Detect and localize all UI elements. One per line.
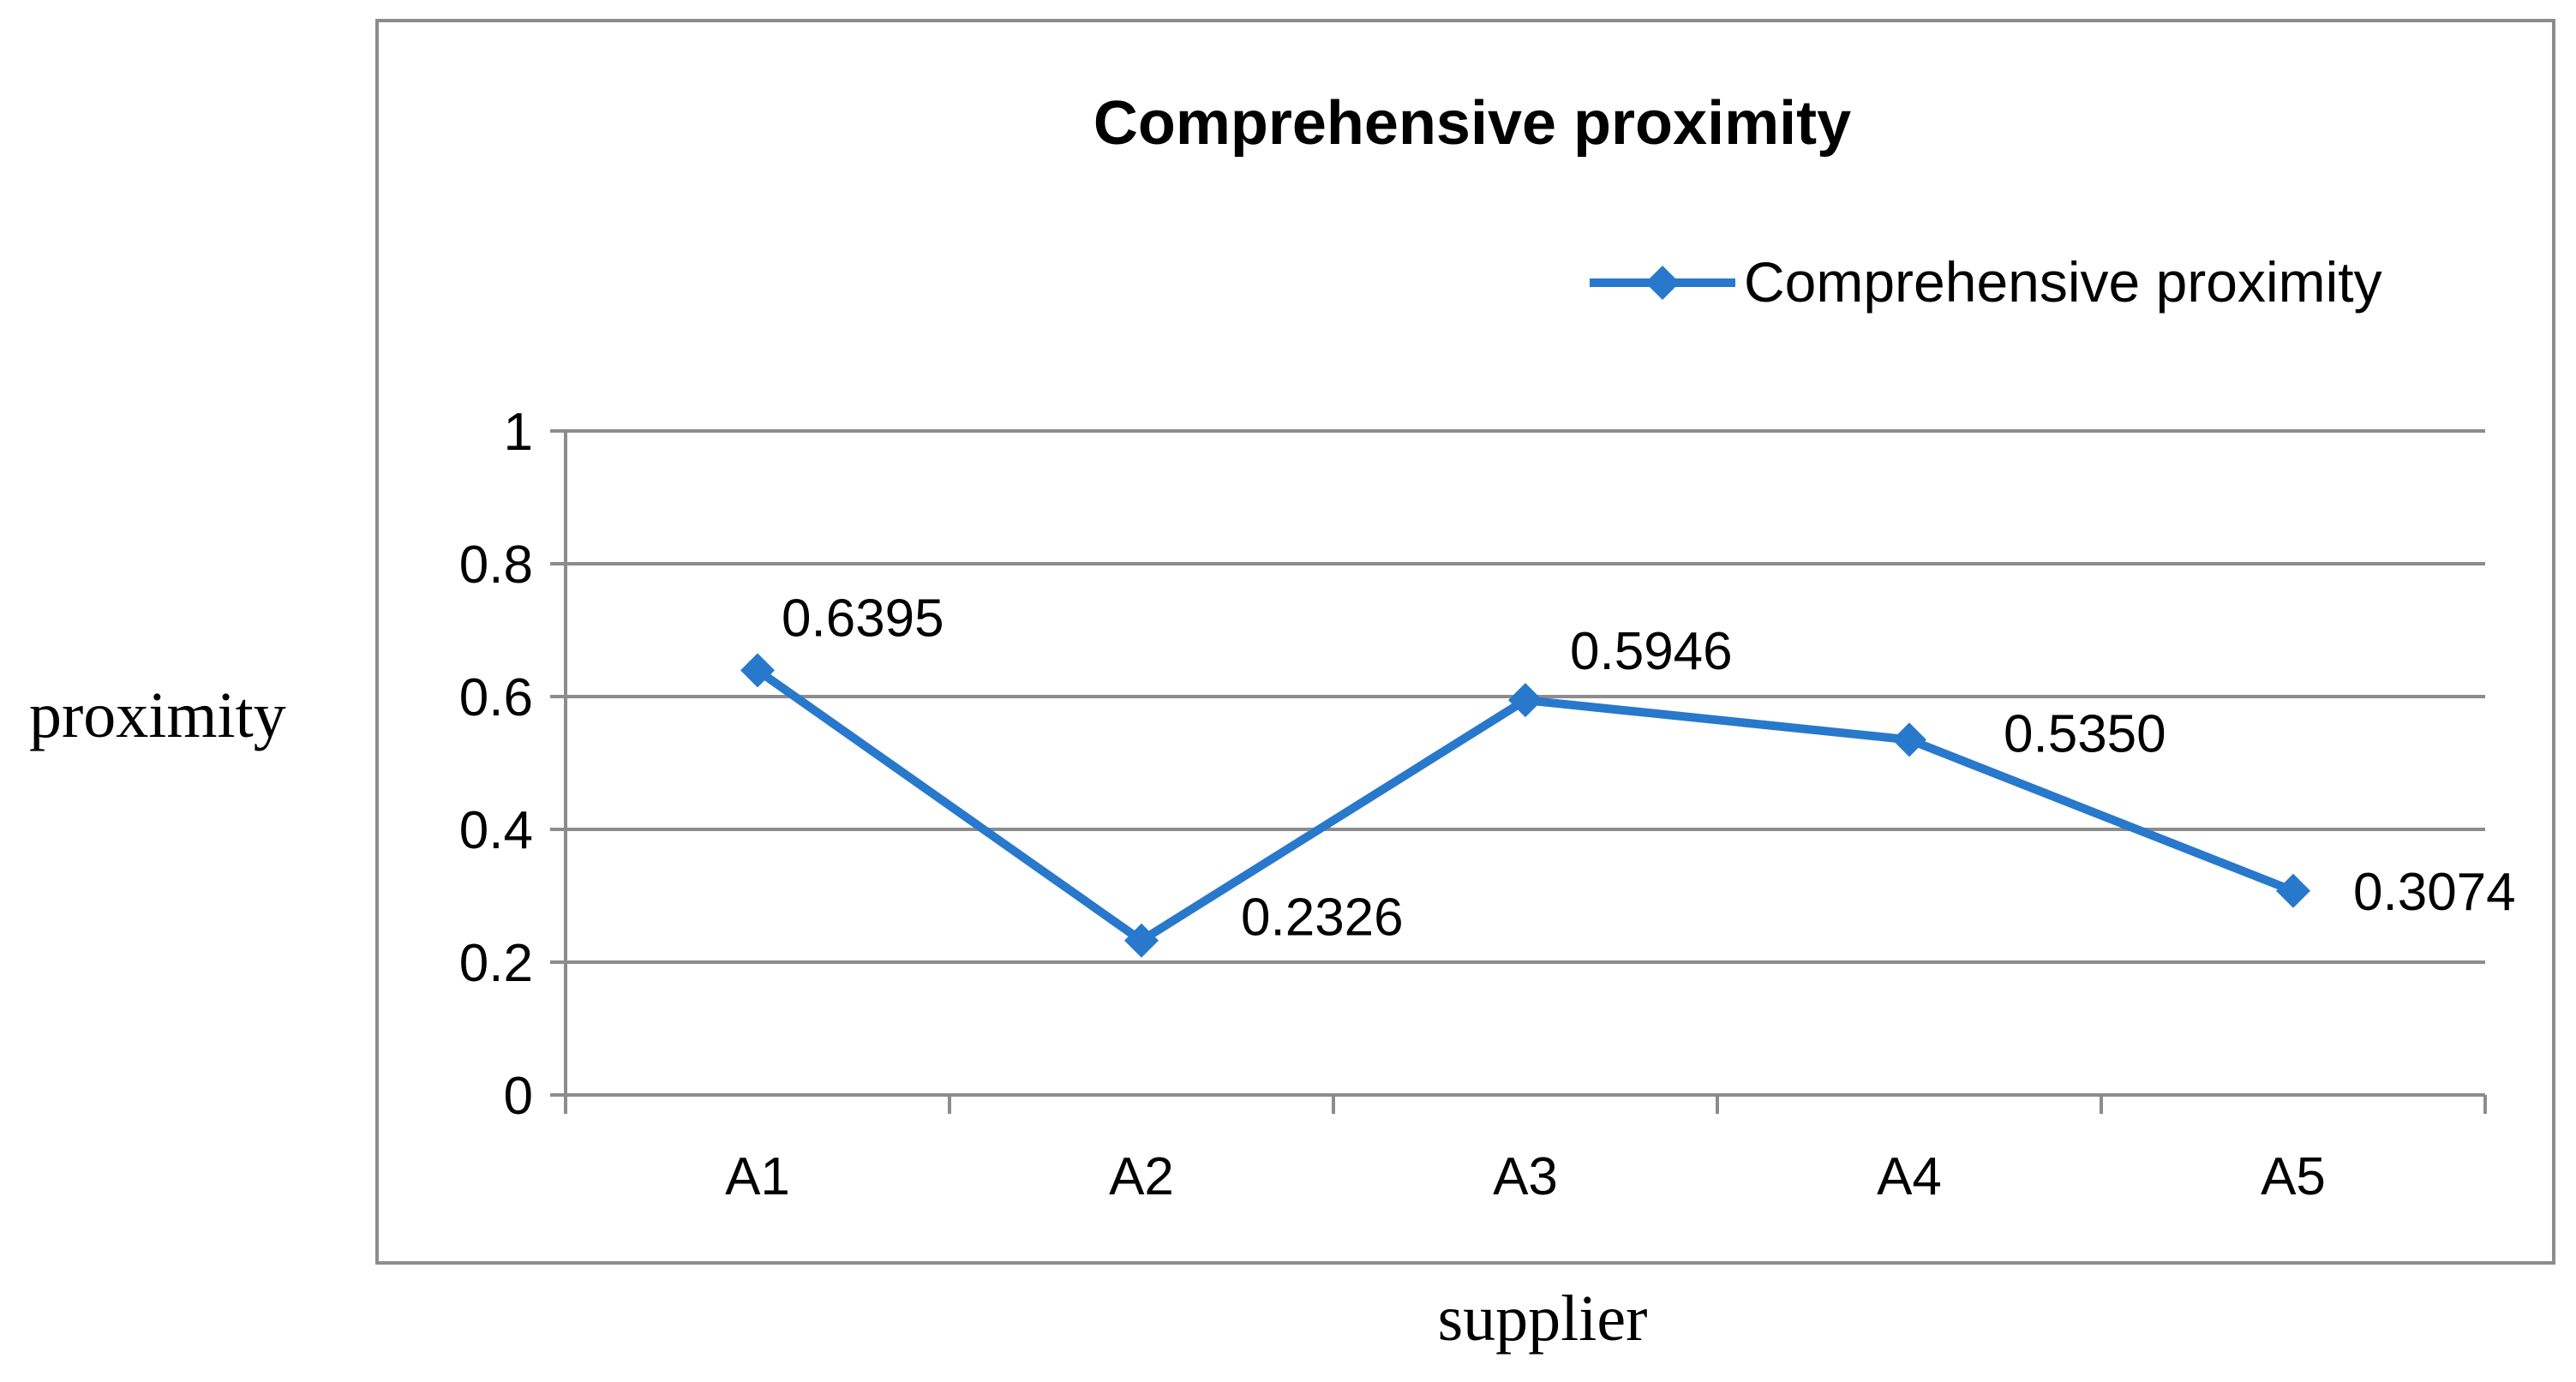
y-axis-label: proximity (29, 679, 286, 751)
y-tick-label: 0.6 (459, 668, 533, 727)
data-label: 0.5946 (1570, 622, 1733, 681)
y-tick-label: 1 (504, 403, 533, 462)
y-tick-label: 0.8 (459, 535, 533, 595)
x-tick-label: A2 (1109, 1147, 1174, 1206)
x-tick-label: A4 (1877, 1147, 1942, 1206)
legend-label: Comprehensive proximity (1744, 250, 2382, 314)
legend-marker-diamond (1645, 266, 1680, 300)
series (740, 653, 2310, 958)
x-axis-label: supplier (1438, 1283, 1648, 1355)
data-point-marker (1124, 923, 1159, 958)
axes (550, 429, 2487, 1114)
y-tick-label: 0.4 (459, 801, 533, 860)
x-tick-label: A5 (2261, 1147, 2326, 1206)
x-tick-label: A1 (725, 1147, 790, 1206)
data-label: 0.5350 (2004, 704, 2166, 763)
y-tick-label: 0 (504, 1067, 533, 1126)
chart-title: Comprehensive proximity (1093, 89, 1851, 158)
x-tick-labels: A1 A2 A3 A4 A5 (725, 1147, 2326, 1206)
gridlines (566, 429, 2485, 964)
data-label: 0.2326 (1241, 888, 1404, 948)
data-point-marker (1892, 722, 1926, 757)
y-tick-labels: 0 0.2 0.4 0.6 0.8 1 (459, 403, 533, 1126)
data-point-marker (2276, 873, 2310, 908)
x-tick-label: A3 (1493, 1147, 1558, 1206)
y-tick-label: 0.2 (459, 934, 533, 993)
chart-frame (375, 19, 2555, 1265)
data-labels: 0.6395 0.2326 0.5946 0.5350 0.3074 (782, 589, 2516, 947)
data-point-marker (740, 653, 775, 688)
data-label: 0.6395 (782, 589, 944, 648)
data-label: 0.3074 (2353, 863, 2516, 922)
legend: Comprehensive proximity (1590, 250, 2382, 314)
data-point-marker (1508, 683, 1543, 718)
